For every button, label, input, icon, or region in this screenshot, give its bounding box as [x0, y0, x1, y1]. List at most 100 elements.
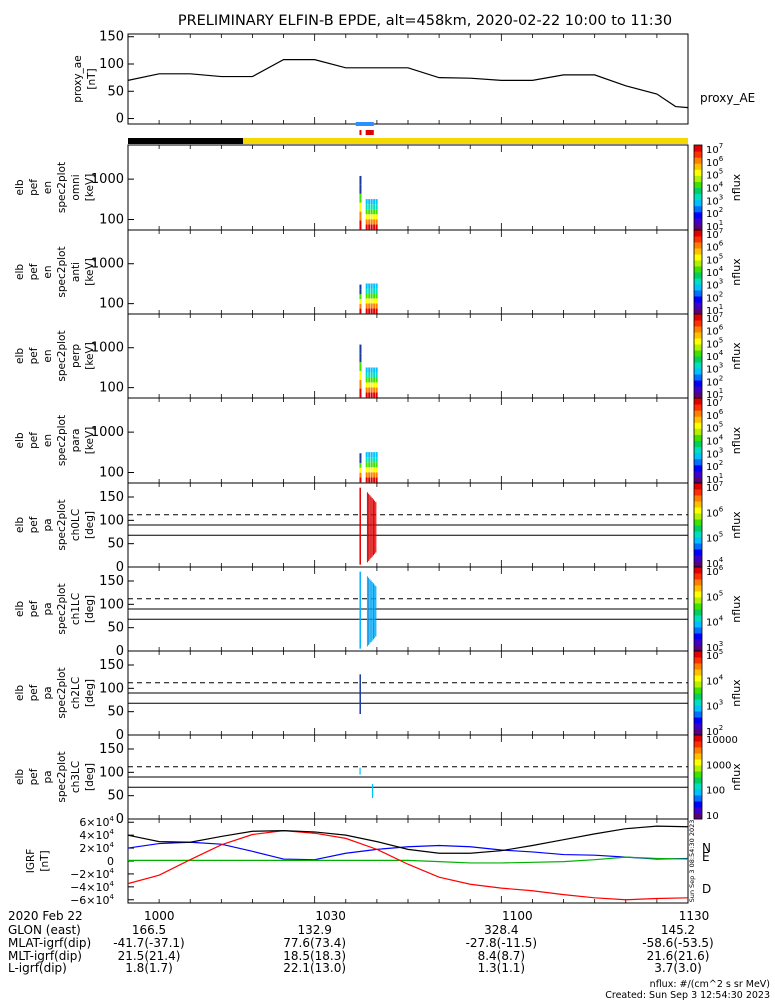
- spectrogram-pixel: [370, 308, 373, 314]
- colorbar-swatch: [694, 555, 702, 562]
- spectrogram-pixel: [370, 367, 373, 373]
- spectrogram-pixel: [365, 382, 368, 388]
- spectrogram-pixel: [370, 392, 373, 398]
- colorbar-swatch: [694, 807, 702, 814]
- y-tick-label: 1000: [91, 341, 124, 356]
- ylabel-ch1LC: elb pef pa spec2plot ch1LC [deg]: [14, 583, 96, 634]
- axis-label-line: [deg]: [84, 763, 96, 791]
- colorbar-swatch: [694, 507, 702, 514]
- colorbar-swatch: [694, 489, 702, 496]
- axis-label-line: ch3LC: [70, 761, 82, 793]
- spectrogram-pixel: [368, 387, 371, 393]
- spectrogram-pixel: [370, 382, 373, 388]
- proxy-ae-ylabel: proxy_ae [nT]: [72, 55, 98, 102]
- pitch-angle-pixel: [370, 496, 372, 559]
- y-tick-label: 100: [99, 597, 124, 612]
- colorbar-swatch: [694, 513, 702, 520]
- spectrogram-pixel: [375, 472, 378, 478]
- spectrogram-pixel: [359, 462, 362, 468]
- spectrogram-pixel: [359, 353, 362, 363]
- spectrogram-pixel: [365, 452, 368, 458]
- x-tick-label: 1030: [315, 909, 346, 923]
- colorbar-swatch: [694, 549, 702, 556]
- spectrogram-pixel: [375, 372, 378, 378]
- colorbar-tick-label: 10: [706, 811, 719, 822]
- colorbar-swatch: [694, 386, 702, 393]
- spectrogram-pixel: [370, 462, 373, 468]
- axis-label-line: pa: [42, 518, 54, 531]
- igrf-legend-D: D: [702, 882, 711, 896]
- spectrogram-pixel: [359, 294, 362, 299]
- axis-label-line: [nT]: [86, 68, 98, 89]
- y-tick-label: 0: [116, 644, 124, 659]
- spectrogram-pixel: [365, 209, 368, 215]
- ephemeris-row-label: L-igrf(dip): [8, 961, 67, 975]
- axis-label-line: en: [42, 349, 54, 362]
- spectrogram-pixel: [373, 367, 376, 373]
- spectrogram-pixel: [365, 204, 368, 210]
- colorbar-tick-label: 105: [706, 589, 723, 603]
- spectrogram-pixel: [370, 472, 373, 478]
- ephemeris-row-label: MLAT-igrf(dip): [8, 936, 91, 950]
- axis-label-line: para: [70, 429, 82, 453]
- colorbar-swatch: [694, 741, 702, 748]
- spectrogram-pixel: [370, 372, 373, 378]
- spectrogram-pixel: [375, 204, 378, 210]
- spectrogram-pixel: [375, 199, 378, 205]
- spectrogram-pixel: [359, 202, 362, 212]
- colorbar-swatch: [694, 308, 702, 315]
- ephemeris-value: -27.8(-11.5): [466, 936, 537, 950]
- colorbar-tick-label: 106: [706, 505, 724, 519]
- eclipse-bar-sunlit: [243, 138, 688, 144]
- spectrogram-pixel: [368, 219, 371, 225]
- spectrogram-pixel: [370, 298, 373, 304]
- y-tick-label: −4×104: [70, 880, 114, 894]
- axis-label-line: pef: [28, 684, 40, 701]
- colorbar-swatch: [694, 236, 702, 243]
- colorbar-swatch: [694, 428, 702, 435]
- spectrogram-pixel: [368, 209, 371, 215]
- spectrogram-pixel: [375, 467, 378, 473]
- axis-label-line: elb: [14, 264, 26, 280]
- spectrogram-pixel: [373, 298, 376, 304]
- y-tick-label: 150: [99, 30, 124, 45]
- spectrogram-pixel: [359, 458, 362, 463]
- ephemeris-value: 8.4(8.7): [478, 949, 526, 963]
- axis-label-line: pef: [28, 263, 40, 280]
- pitch-angle-pixel: [366, 576, 368, 647]
- spectrogram-pixel: [375, 452, 378, 458]
- colorbar-swatch: [694, 615, 702, 622]
- colorbar-swatch: [694, 416, 702, 423]
- axis-label-line: pa: [42, 686, 54, 699]
- colorbar-frame: [693, 734, 703, 820]
- spectrogram-pixel: [370, 467, 373, 473]
- y-tick-label: 150: [99, 490, 124, 505]
- spectrogram-pixel: [373, 472, 376, 478]
- axis-label-line: elb: [14, 348, 26, 364]
- colorbar-swatch: [694, 495, 702, 502]
- colorbar-swatch: [694, 627, 702, 634]
- spectrogram-pixel: [368, 224, 371, 230]
- colorbar-swatch: [694, 669, 702, 676]
- eclipse-bar-shadow: [128, 138, 244, 144]
- colorbar-title: nflux: [730, 342, 743, 370]
- spectrogram-pixel: [359, 220, 362, 230]
- spectrogram-pixel: [375, 293, 378, 299]
- colorbar-swatch: [694, 404, 702, 411]
- spectrogram-pixel: [368, 199, 371, 205]
- y-tick-label: 1000: [91, 257, 124, 272]
- igrf-legend-N: N: [702, 841, 711, 855]
- science-zone-marker: [365, 130, 374, 135]
- spectrogram-pixel: [370, 387, 373, 393]
- colorbar-swatch: [694, 476, 702, 484]
- y-tick-label: −6×104: [70, 893, 114, 907]
- axis-label-line: spec2plot: [56, 330, 68, 381]
- spectrogram-pixel: [373, 303, 376, 309]
- colorbar-swatch: [694, 350, 702, 357]
- spectrogram-pixel: [373, 372, 376, 378]
- spectrogram-pixel: [365, 457, 368, 463]
- colorbar-swatch: [694, 272, 702, 279]
- axis-label-line: [deg]: [84, 595, 96, 623]
- axis-label-line: omni: [70, 174, 82, 200]
